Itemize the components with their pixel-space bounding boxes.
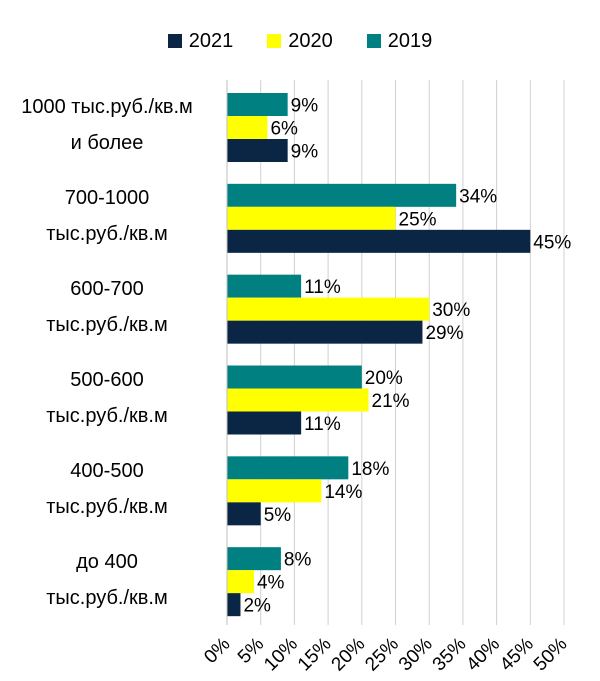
bar-2019 — [227, 93, 288, 116]
bar-2019 — [227, 547, 281, 571]
bar-2020 — [227, 479, 322, 503]
category-label-line: 500-600 — [70, 368, 144, 391]
bar-2021 — [227, 411, 302, 435]
bar-2019 — [227, 183, 457, 207]
x-tick-label: 30% — [395, 634, 437, 676]
data-label: 9% — [291, 96, 319, 117]
x-tick-label: 10% — [260, 634, 302, 676]
category-label-line: 400-500 — [70, 459, 144, 482]
data-label: 25% — [399, 209, 437, 230]
data-label: 18% — [351, 459, 389, 480]
data-label: 11% — [304, 277, 341, 298]
data-label: 6% — [270, 119, 298, 140]
category-label-line: тыс.руб./кв.м — [46, 314, 168, 337]
legend-label: 2020 — [288, 29, 333, 52]
bar-2021 — [227, 139, 288, 162]
x-tick-label: 15% — [294, 634, 336, 676]
category-label-line: 700-1000 — [64, 187, 150, 210]
legend-item-2021: 2021 — [167, 29, 234, 53]
legend-item-2020: 2020 — [267, 30, 333, 53]
data-label: 20% — [365, 368, 403, 389]
bar-2019 — [227, 456, 349, 480]
bar-2020 — [227, 297, 430, 321]
bar-2019 — [227, 274, 302, 298]
category-label-line: 600-700 — [70, 278, 144, 301]
bar-2021 — [227, 320, 423, 344]
data-label: 9% — [291, 142, 319, 163]
bar-2021 — [227, 593, 241, 617]
bar-2021 — [227, 229, 531, 253]
category-label-line: тыс.руб./кв.м — [46, 586, 168, 609]
category-label: до 400 тыс.руб./кв.м — [0, 544, 214, 616]
x-tick-label: 20% — [328, 634, 370, 676]
legend-label: 2021 — [188, 29, 234, 52]
data-label: 21% — [372, 391, 410, 412]
category-label-line: тыс.руб./кв.м — [46, 495, 168, 518]
x-tick-label: 50% — [530, 634, 572, 676]
category-label: 700-1000 тыс.руб./кв.м — [0, 180, 214, 252]
x-tick-label: 35% — [429, 634, 471, 676]
data-label: 14% — [324, 482, 362, 503]
data-label: 29% — [425, 323, 463, 344]
category-label-line: и более — [70, 132, 144, 155]
category-label: 500-600 тыс.руб./кв.м — [0, 362, 214, 434]
category-label: 400-500 тыс.руб./кв.м — [0, 453, 214, 525]
data-label: 11% — [304, 414, 341, 435]
category-label-line: до 400 — [76, 550, 138, 573]
bar-2019 — [227, 365, 362, 389]
legend-label: 2019 — [387, 29, 433, 52]
bar-2020 — [227, 570, 254, 594]
category-label: 600-700 тыс.руб./кв.м — [0, 271, 214, 343]
bar-2020 — [227, 206, 396, 230]
x-tick-label: 45% — [496, 634, 538, 676]
data-label: 4% — [257, 573, 285, 594]
data-label: 30% — [432, 300, 470, 321]
category-label-line: тыс.руб./кв.м — [46, 404, 168, 427]
legend: 2021 2020 2019 — [0, 28, 600, 54]
legend-swatch — [167, 34, 182, 48]
x-tick-label: 0% — [200, 634, 234, 668]
legend-swatch — [267, 34, 282, 48]
category-label: 1000 тыс.руб./кв.м и более — [0, 89, 214, 161]
bar-2020 — [227, 388, 369, 412]
bar-2021 — [227, 502, 261, 526]
x-tick-label: 25% — [361, 634, 403, 676]
data-label: 2% — [243, 596, 271, 617]
legend-swatch — [366, 34, 381, 48]
legend-item-2019: 2019 — [366, 29, 433, 53]
data-label: 45% — [533, 232, 571, 253]
data-label: 5% — [264, 505, 292, 526]
category-label-line: 1000 тыс.руб./кв.м — [21, 96, 193, 119]
data-label: 8% — [284, 550, 312, 571]
x-tick-label: 40% — [462, 634, 504, 676]
bar-2020 — [227, 116, 268, 139]
data-label: 34% — [459, 186, 497, 207]
category-label-line: тыс.руб./кв.м — [46, 223, 168, 246]
